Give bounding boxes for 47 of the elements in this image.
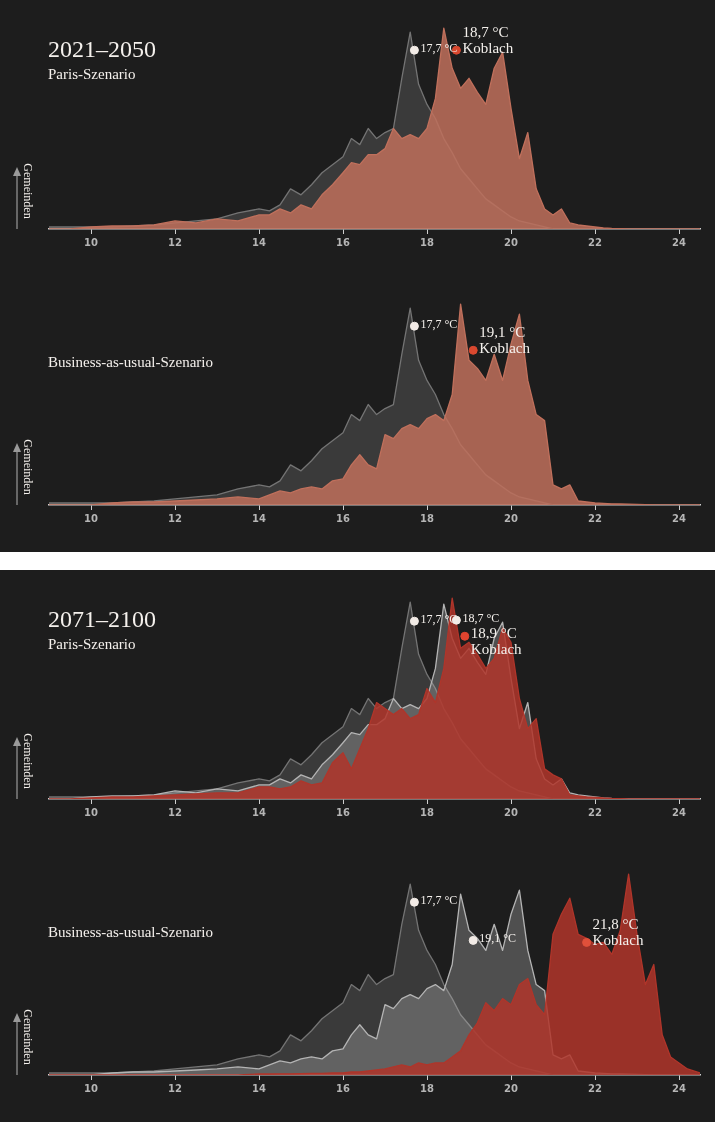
x-tick-label: 24 — [672, 806, 686, 818]
annotation: 18,7 °C — [462, 611, 500, 626]
x-tick-label: 20 — [504, 512, 518, 524]
x-tick-label: 16 — [336, 1082, 350, 1094]
y-axis-title: Gemeinden — [20, 163, 35, 219]
annotation: 17,7 °C — [420, 893, 458, 908]
x-tick-label: 22 — [588, 806, 602, 818]
x-tick-label: 22 — [588, 1082, 602, 1094]
x-tick-label: 14 — [252, 236, 266, 248]
y-axis-title: Gemeinden — [20, 439, 35, 495]
x-tick-label: 10 — [84, 806, 98, 818]
x-tick-label: 14 — [252, 806, 266, 818]
x-tick-label: 14 — [252, 1082, 266, 1094]
annotation: 19,1 °C — [479, 931, 517, 946]
x-tick-label: 18 — [420, 236, 434, 248]
x-tick-label: 12 — [168, 806, 182, 818]
text: Business-as-usual-Szenario — [48, 354, 213, 370]
x-tick-label: 16 — [336, 512, 350, 524]
x-tick-label: 24 — [672, 236, 686, 248]
x-tick-label: 24 — [672, 512, 686, 524]
text: Paris-Szenario — [48, 636, 136, 652]
x-tick-label: 18 — [420, 512, 434, 524]
annotation: 17,7 °C — [420, 317, 458, 332]
x-tick-label: 16 — [336, 806, 350, 818]
y-axis-title: Gemeinden — [20, 1009, 35, 1065]
x-tick-label: 20 — [504, 806, 518, 818]
annotation: 18,7 °C Koblach — [462, 23, 514, 56]
x-tick-label: 10 — [84, 1082, 98, 1094]
x-tick-label: 16 — [336, 236, 350, 248]
x-tick-label: 20 — [504, 236, 518, 248]
x-tick-label: 10 — [84, 236, 98, 248]
x-tick-label: 10 — [84, 512, 98, 524]
x-tick-label: 18 — [420, 1082, 434, 1094]
text: Business-as-usual-Szenario — [48, 924, 213, 940]
x-tick-label: 12 — [168, 236, 182, 248]
x-tick-label: 24 — [672, 1082, 686, 1094]
x-tick-label: 18 — [420, 806, 434, 818]
chart-title: 2071–2100 — [48, 606, 156, 632]
x-tick-label: 12 — [168, 512, 182, 524]
x-tick-label: 22 — [588, 236, 602, 248]
x-tick-label: 14 — [252, 512, 266, 524]
x-tick-label: 20 — [504, 1082, 518, 1094]
x-tick-label: 22 — [588, 512, 602, 524]
text: Paris-Szenario — [48, 66, 136, 82]
chart-title: 2021–2050 — [48, 36, 156, 62]
x-tick-label: 12 — [168, 1082, 182, 1094]
y-axis-title: Gemeinden — [20, 733, 35, 789]
